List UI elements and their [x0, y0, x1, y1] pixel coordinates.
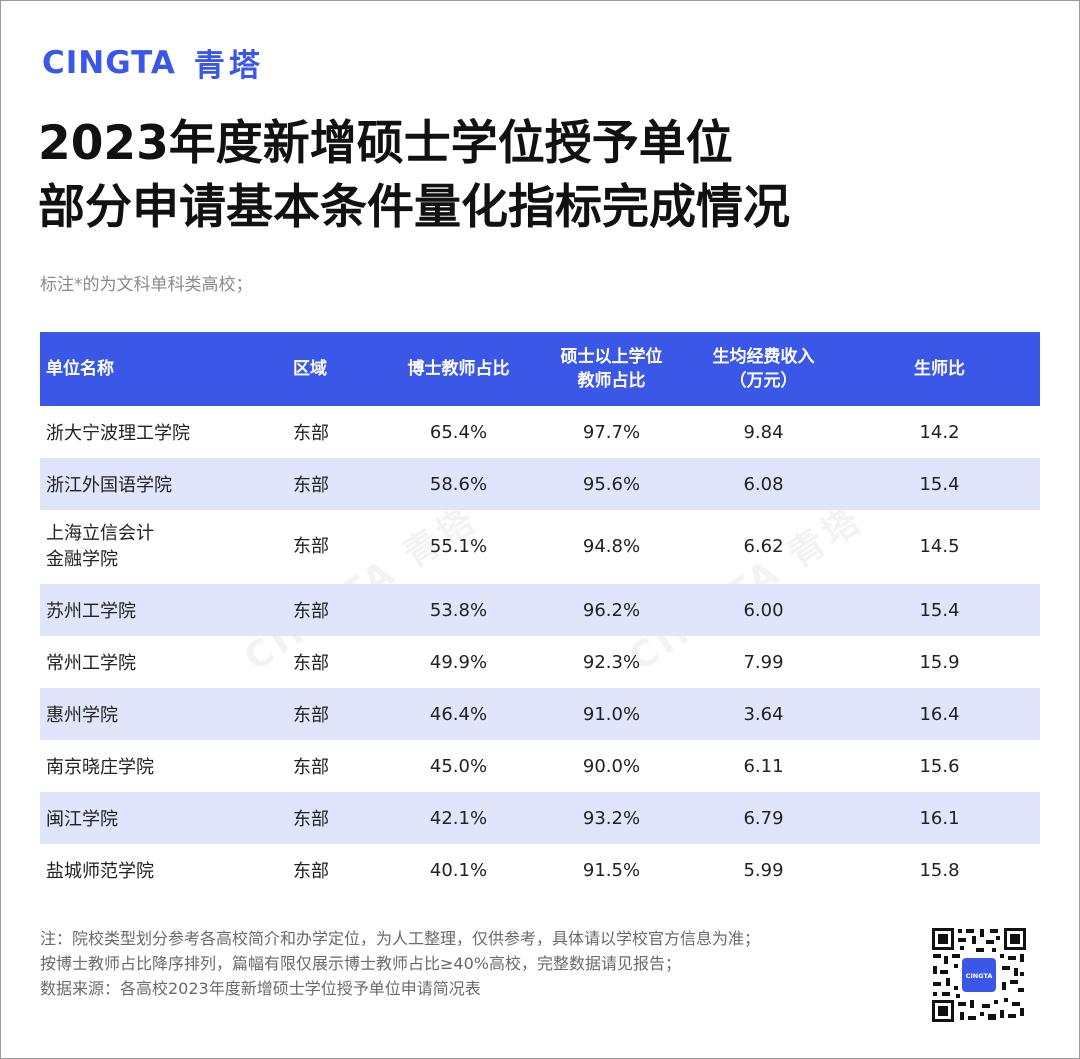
title-line-2: 部分申请基本条件量化指标完成情况	[38, 180, 790, 235]
table-row: 浙江外国语学院 东部 58.6% 95.6% 6.08 15.4	[40, 458, 1040, 510]
cell-phd: 53.8%	[382, 584, 535, 636]
qr-code-icon: CINGTA	[930, 926, 1028, 1024]
cell-fund: 6.62	[743, 536, 784, 557]
cell-name-line-2: 金融学院	[46, 549, 118, 570]
cell-name: 闽江学院	[40, 792, 287, 844]
cell-region: 东部	[293, 757, 329, 778]
cell-fund: 9.84	[743, 421, 784, 443]
cell-name: 浙大宁波理工学院	[46, 423, 190, 444]
cell-master: 96.2%	[535, 584, 688, 636]
brand-logo: CINGTA 青塔	[42, 40, 264, 85]
header-master-ratio: 硕士以上学位 教师占比	[535, 332, 688, 406]
cell-master: 90.0%	[582, 755, 641, 777]
cell-region: 东部	[287, 584, 382, 636]
cell-phd: 55.1%	[429, 536, 488, 557]
table-row: 盐城师范学院 东部 40.1% 91.5% 5.99 15.8	[40, 844, 1040, 896]
footnote-line-3: 数据来源：各高校2023年度新增硕士学位授予单位申请简况表	[40, 979, 481, 998]
cell-fund: 3.64	[688, 688, 839, 740]
cell-region: 东部	[287, 458, 382, 510]
brand-name-en: CINGTA	[42, 44, 176, 81]
cell-name: 苏州工学院	[40, 584, 287, 636]
cell-ratio: 14.2	[919, 421, 960, 443]
brand-name-cn: 青塔	[193, 48, 264, 84]
header-funding-line-2: （万元）	[729, 371, 798, 391]
title-line-1: 2023年度新增硕士学位授予单位	[38, 116, 733, 171]
cell-fund: 6.11	[743, 755, 784, 777]
cell-ratio: 14.5	[919, 536, 960, 557]
cell-master: 91.0%	[535, 688, 688, 740]
table-row: 上海立信会计 金融学院 东部 55.1% 94.8% 6.62 14.5	[40, 510, 1040, 584]
cell-phd: 49.9%	[429, 651, 488, 673]
cell-fund: 5.99	[743, 859, 784, 881]
cell-ratio: 15.4	[839, 584, 1040, 636]
table-header-row: 单位名称 区域 博士教师占比 硕士以上学位 教师占比 生均经费收入 （万元） 生…	[40, 332, 1040, 406]
cell-name: 惠州学院	[40, 688, 287, 740]
cell-phd: 58.6%	[382, 458, 535, 510]
cell-region: 东部	[293, 653, 329, 674]
table-row: 浙大宁波理工学院 东部 65.4% 97.7% 9.84 14.2	[40, 406, 1040, 458]
table-row: 常州工学院 东部 49.9% 92.3% 7.99 15.9	[40, 636, 1040, 688]
table-row: 苏州工学院 东部 53.8% 96.2% 6.00 15.4	[40, 584, 1040, 636]
cell-name: 盐城师范学院	[46, 861, 154, 882]
header-master-line-1: 硕士以上学位	[560, 347, 663, 367]
cell-ratio: 15.9	[919, 651, 960, 673]
cell-master: 91.5%	[582, 859, 641, 881]
header-region: 区域	[287, 332, 382, 406]
header-phd-ratio: 博士教师占比	[382, 332, 535, 406]
cell-name: 上海立信会计 金融学院	[40, 510, 287, 584]
annotation-note: 标注*的为文科单科类高校；	[40, 275, 253, 295]
cell-region: 东部	[293, 536, 329, 557]
cell-fund: 6.79	[688, 792, 839, 844]
cell-phd: 42.1%	[382, 792, 535, 844]
cell-region: 东部	[287, 792, 382, 844]
qr-logo-text: CINGTA	[966, 972, 993, 980]
header-master-line-2: 教师占比	[577, 371, 646, 391]
cell-ratio: 15.6	[919, 755, 960, 777]
cell-master: 97.7%	[582, 421, 641, 443]
cell-region: 东部	[287, 688, 382, 740]
table-row: 惠州学院 东部 46.4% 91.0% 3.64 16.4	[40, 688, 1040, 740]
header-name: 单位名称	[40, 332, 287, 406]
cell-phd: 40.1%	[429, 859, 488, 881]
cell-master: 93.2%	[535, 792, 688, 844]
table-row: 闽江学院 东部 42.1% 93.2% 6.79 16.1	[40, 792, 1040, 844]
cell-name: 常州工学院	[46, 653, 136, 674]
cell-master: 95.6%	[535, 458, 688, 510]
header-funding: 生均经费收入 （万元）	[688, 332, 839, 406]
cell-region: 东部	[293, 861, 329, 882]
cell-ratio: 16.4	[839, 688, 1040, 740]
cell-master: 92.3%	[582, 651, 641, 673]
header-student-teacher-ratio: 生师比	[839, 332, 1040, 406]
data-table: 单位名称 区域 博士教师占比 硕士以上学位 教师占比 生均经费收入 （万元） 生…	[40, 332, 1040, 896]
cell-fund: 6.00	[688, 584, 839, 636]
footnote-line-1: 注：院校类型划分参考各高校简介和办学定位，为人工整理，仅供参考，具体请以学校官方…	[40, 929, 761, 948]
footnote-line-2: 按博士教师占比降序排列，篇幅有限仅展示博士教师占比≥40%高校，完整数据请见报告…	[40, 954, 681, 973]
table-row: 南京晓庄学院 东部 45.0% 90.0% 6.11 15.6	[40, 740, 1040, 792]
cell-name: 浙江外国语学院	[40, 458, 287, 510]
header-funding-line-1: 生均经费收入	[712, 347, 815, 367]
cell-name: 南京晓庄学院	[46, 757, 154, 778]
cell-ratio: 15.8	[919, 859, 960, 881]
cell-phd: 45.0%	[429, 755, 488, 777]
cell-master: 94.8%	[582, 536, 641, 557]
cell-name-line-1: 上海立信会计	[46, 523, 154, 544]
cell-region: 东部	[293, 423, 329, 444]
cell-phd: 46.4%	[382, 688, 535, 740]
cell-fund: 6.08	[688, 458, 839, 510]
page-title: 2023年度新增硕士学位授予单位 部分申请基本条件量化指标完成情况	[38, 112, 790, 240]
cell-ratio: 16.1	[839, 792, 1040, 844]
cell-phd: 65.4%	[429, 421, 488, 443]
cell-ratio: 15.4	[839, 458, 1040, 510]
footnotes: 注：院校类型划分参考各高校简介和办学定位，为人工整理，仅供参考，具体请以学校官方…	[40, 926, 760, 1001]
cell-fund: 7.99	[743, 651, 784, 673]
